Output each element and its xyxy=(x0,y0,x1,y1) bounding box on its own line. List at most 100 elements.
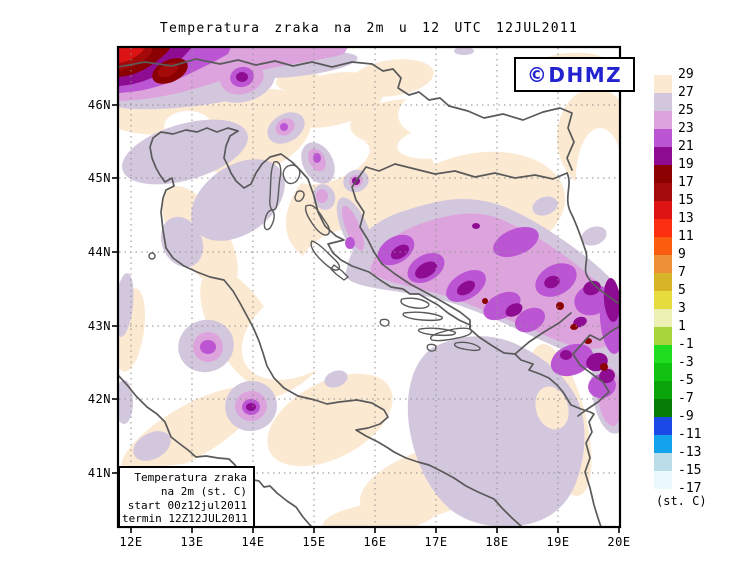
info-line-3: termin 12Z12JUL2011 xyxy=(122,512,248,526)
colorbar-swatch-16 xyxy=(654,363,672,381)
colorbar-label-7: 7 xyxy=(678,265,686,280)
island-hvar xyxy=(402,311,443,322)
page-title: Temperatura zraka na 2m u 12 UTC 12JUL20… xyxy=(159,21,579,36)
colorbar-label-9: 9 xyxy=(678,247,686,262)
border-croatia-bosnia xyxy=(351,163,471,330)
colorbar-label-27: 27 xyxy=(678,85,694,100)
island-mljet xyxy=(453,341,481,352)
colorbar-swatch-15 xyxy=(654,345,672,363)
island-rab xyxy=(294,190,305,202)
colorbar-label-19: 19 xyxy=(678,157,694,172)
colorbar-label-11: 11 xyxy=(678,229,694,244)
x-tick-label-15E: 15E xyxy=(302,535,326,549)
map-frame xyxy=(116,45,622,529)
coastlines-borders xyxy=(119,58,619,526)
y-tick-label-46N: 46N xyxy=(87,98,111,112)
colorbar-swatch-10 xyxy=(654,255,672,273)
colorbar-swatch-18 xyxy=(654,399,672,417)
colorbar-swatch-7 xyxy=(654,201,672,219)
info-line-0: Temperatura zraka xyxy=(134,471,247,484)
colorbar-swatch-19 xyxy=(654,417,672,435)
island-vis xyxy=(379,318,390,327)
info-line-2: start 00z12jul2011 xyxy=(127,498,247,512)
coast-tyrrhenian xyxy=(119,374,313,526)
island-korcula xyxy=(417,327,456,337)
colorbar-label-25: 25 xyxy=(678,103,694,118)
colorbar-swatch-1 xyxy=(654,93,672,111)
y-tick-label-43N: 43N xyxy=(87,319,111,333)
x-tick-label-13E: 13E xyxy=(180,535,204,549)
colorbar-label--11: -11 xyxy=(678,427,702,442)
border-alps xyxy=(119,58,373,68)
x-tick-label-19E: 19E xyxy=(546,535,570,549)
colorbar-swatch-11 xyxy=(654,273,672,291)
colorbar-label-5: 5 xyxy=(678,283,686,298)
y-tick-label-42N: 42N xyxy=(87,392,111,406)
colorbar-swatch-22 xyxy=(654,471,672,489)
kotor-warm-bay xyxy=(535,386,569,430)
map-info-box: Temperatura zraka na 2m (st. C) start 00z1… xyxy=(118,466,255,528)
colorbar-swatch-9 xyxy=(654,237,672,255)
border-montenegro-serbia xyxy=(572,325,619,417)
island-cres xyxy=(269,161,282,211)
colorbar-swatch-14 xyxy=(654,327,672,345)
border-bosnia-montenegro xyxy=(514,312,572,355)
colorbar-label--3: -3 xyxy=(678,355,694,370)
temperature-field xyxy=(119,48,619,526)
colorbar-label-21: 21 xyxy=(678,139,694,154)
colorbar-swatch-2 xyxy=(654,111,672,129)
coast-italy-adriatic xyxy=(149,127,523,526)
island-lastovo xyxy=(426,343,437,352)
border-slovenia-croatia xyxy=(371,63,450,107)
colorbar-swatch-6 xyxy=(654,183,672,201)
colorbar-swatch-4 xyxy=(654,147,672,165)
colorbar-swatch-17 xyxy=(654,381,672,399)
island-kornati xyxy=(330,264,349,281)
colorbar-label--13: -13 xyxy=(678,445,702,460)
colorbar-label--15: -15 xyxy=(678,463,702,478)
island-brac xyxy=(400,297,430,309)
san-marino-ring xyxy=(148,252,156,260)
colorbar-swatch-3 xyxy=(654,129,672,147)
peninsula-peljesac xyxy=(430,327,473,342)
colorbar-label--1: -1 xyxy=(678,337,694,352)
border-drina xyxy=(566,172,619,305)
dhmz-watermark-box: ©DHMZ xyxy=(514,57,635,92)
colorbar-label-17: 17 xyxy=(678,175,694,190)
x-tick-label-18E: 18E xyxy=(485,535,509,549)
colorbar-swatch-5 xyxy=(654,165,672,183)
colorbar-swatch-20 xyxy=(654,435,672,453)
colorbar-swatch-8 xyxy=(654,219,672,237)
x-tick-label-12E: 12E xyxy=(119,535,143,549)
x-tick-label-16E: 16E xyxy=(363,535,387,549)
y-tick-label-44N: 44N xyxy=(87,245,111,259)
band-19-21 xyxy=(119,48,619,411)
colorbar-label-1: 1 xyxy=(678,319,686,334)
y-tick-label-45N: 45N xyxy=(87,171,111,185)
colorbar-label-15: 15 xyxy=(678,193,694,208)
colorbar-label-13: 13 xyxy=(678,211,694,226)
colorbar-label--7: -7 xyxy=(678,391,694,406)
y-tick-label-41N: 41N xyxy=(87,466,111,480)
colorbar-swatch-12 xyxy=(654,291,672,309)
island-pag xyxy=(304,204,331,236)
colorbar-swatch-21 xyxy=(654,453,672,471)
colorbar-swatch-0 xyxy=(654,75,672,93)
colorbar-label--5: -5 xyxy=(678,373,694,388)
colorbar-label-3: 3 xyxy=(678,301,686,316)
border-sava xyxy=(394,163,568,180)
coast-east-adriatic xyxy=(223,130,602,526)
colorbar-label--9: -9 xyxy=(678,409,694,424)
colorbar-unit-label: (st. C) xyxy=(656,494,707,508)
x-tick-label-17E: 17E xyxy=(424,535,448,549)
border-hungary-danube xyxy=(448,105,575,171)
x-tick-label-20E: 20E xyxy=(607,535,631,549)
colorbar-label-29: 29 xyxy=(678,67,694,82)
dhmz-logo: ©DHMZ xyxy=(526,62,623,87)
colorbar-label-23: 23 xyxy=(678,121,694,136)
island-krk xyxy=(282,164,301,185)
colorbar-label--17: -17 xyxy=(678,481,702,496)
colorbar-swatch-13 xyxy=(654,309,672,327)
